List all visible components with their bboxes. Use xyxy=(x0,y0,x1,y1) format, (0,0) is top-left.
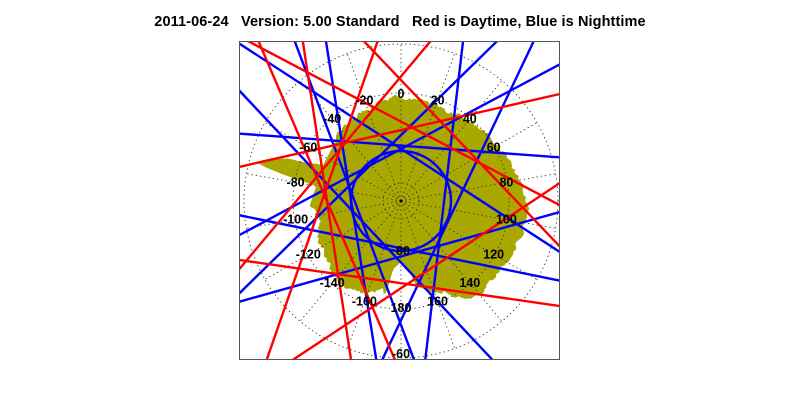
svg-text:-80: -80 xyxy=(287,175,305,189)
svg-text:80: 80 xyxy=(499,175,513,189)
svg-text:100: 100 xyxy=(496,213,517,227)
svg-text:180: 180 xyxy=(391,301,412,315)
svg-text:-120: -120 xyxy=(296,248,321,262)
svg-text:-60: -60 xyxy=(299,141,317,155)
svg-text:120: 120 xyxy=(483,248,504,262)
svg-text:-160: -160 xyxy=(352,295,377,309)
svg-text:160: 160 xyxy=(427,295,448,309)
svg-text:0: 0 xyxy=(398,87,405,101)
svg-text:-140: -140 xyxy=(320,276,345,290)
svg-text:80: 80 xyxy=(396,244,410,258)
svg-text:20: 20 xyxy=(431,94,445,108)
svg-text:-40: -40 xyxy=(323,112,341,126)
svg-text:60: 60 xyxy=(487,141,501,155)
svg-text:40: 40 xyxy=(463,112,477,126)
svg-text:-20: -20 xyxy=(355,94,373,108)
svg-text:-60: -60 xyxy=(392,347,410,360)
svg-text:-100: -100 xyxy=(283,213,308,227)
svg-text:140: 140 xyxy=(459,276,480,290)
